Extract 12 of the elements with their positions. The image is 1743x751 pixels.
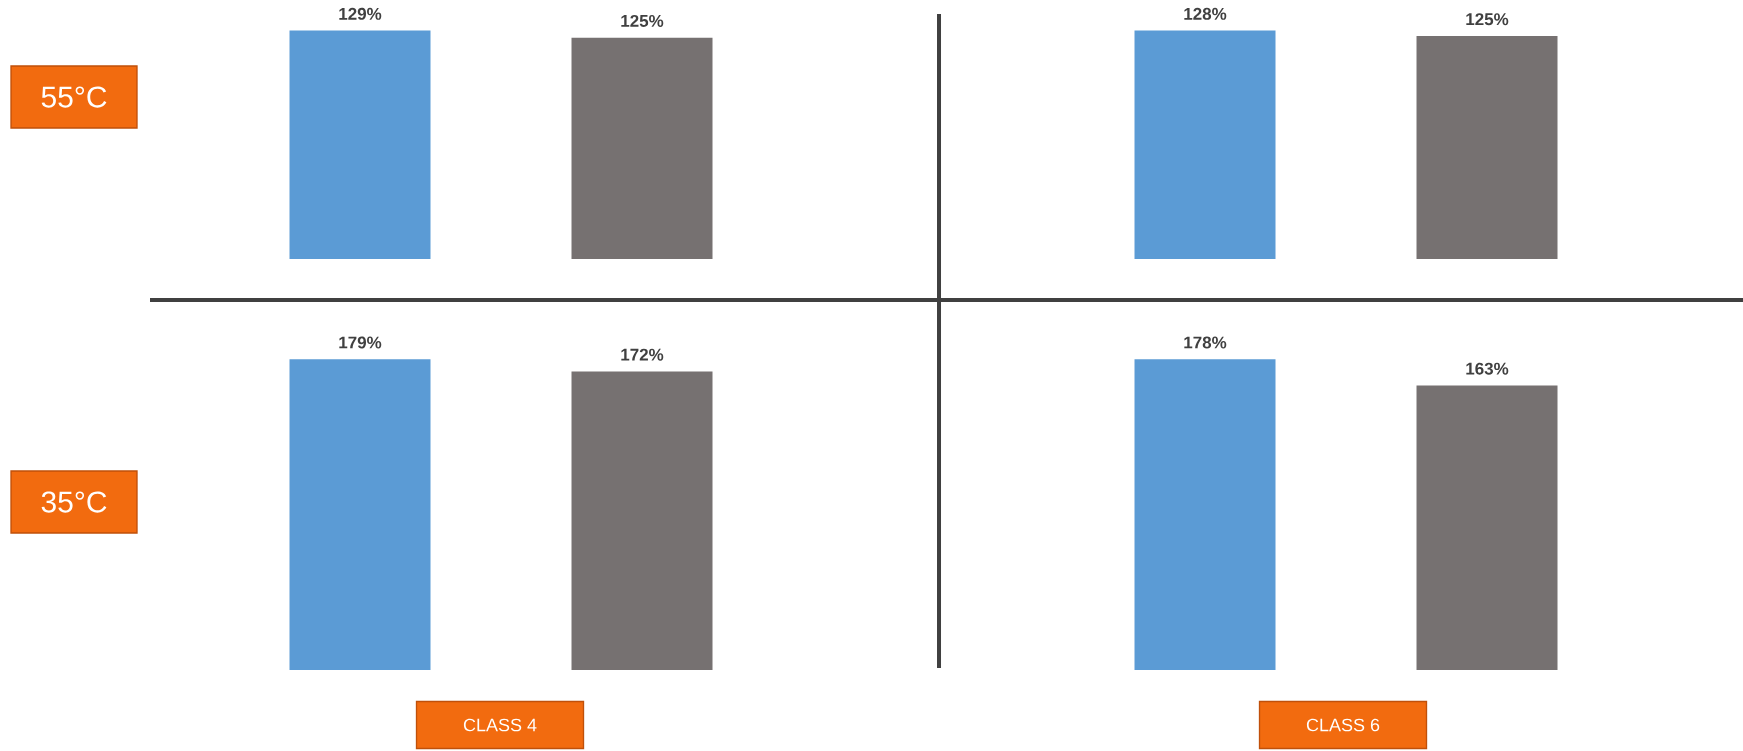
x-axis-title: CLASS 4 bbox=[463, 718, 537, 732]
data-label: 125% bbox=[621, 14, 664, 27]
y-axis-title: 35°C bbox=[41, 491, 107, 513]
data-label: 128% bbox=[1184, 7, 1227, 20]
x-axis-title: CLASS 6 bbox=[1306, 718, 1380, 732]
data-label: 129% bbox=[339, 7, 382, 20]
data-label: 179% bbox=[339, 336, 382, 349]
data-label: 125% bbox=[1466, 13, 1509, 26]
data-label: 178% bbox=[1184, 336, 1227, 349]
data-label: 172% bbox=[621, 348, 664, 361]
y-axis-title: 55°C bbox=[41, 86, 107, 108]
data-label: 163% bbox=[1466, 362, 1509, 375]
